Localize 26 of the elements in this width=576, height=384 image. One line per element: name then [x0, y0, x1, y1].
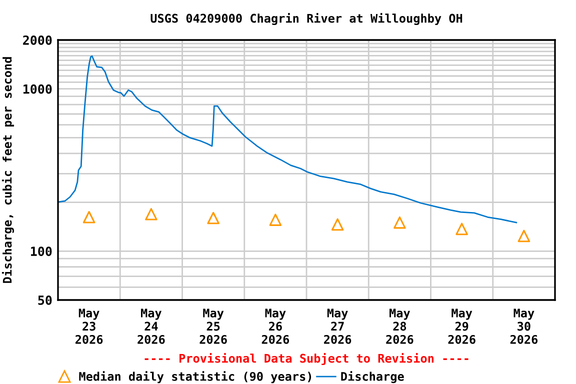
y-tick-label: 100 [31, 246, 52, 256]
y-axis-title: Discharge, cubic feet per second [2, 57, 14, 283]
point [394, 216, 406, 229]
point [207, 212, 220, 224]
x-tick-label: May 30 2026 [510, 308, 538, 344]
x-tick-label: May 28 2026 [386, 308, 414, 344]
x-tick-label: May 26 2026 [262, 308, 290, 344]
x-tick-label: May 23 2026 [76, 308, 103, 344]
point [331, 218, 344, 231]
legend-label: Median daily statistic (90 years) [79, 371, 312, 384]
x-tick-label: May 24 2026 [138, 308, 165, 344]
point [145, 208, 158, 220]
x-tick-label: May 29 2026 [448, 308, 476, 344]
point [269, 214, 282, 226]
x-tick-label: May 27 2026 [324, 308, 352, 344]
point [518, 230, 530, 242]
x-tick-label: May 25 2026 [200, 308, 227, 344]
text: ---- Provisional Data Subject to Revision ---- [144, 352, 468, 366]
y-tick-label: 1000 [23, 84, 52, 94]
point [82, 211, 96, 224]
line-series [58, 55, 518, 224]
legend-label: Discharge [341, 371, 404, 384]
y-tick-label: 2000 [23, 35, 52, 45]
point [456, 222, 468, 236]
y-tick-label: 50 [38, 295, 52, 305]
chart-title: USGS 04209000 Chagrin River at Willoughby OH [150, 12, 462, 26]
